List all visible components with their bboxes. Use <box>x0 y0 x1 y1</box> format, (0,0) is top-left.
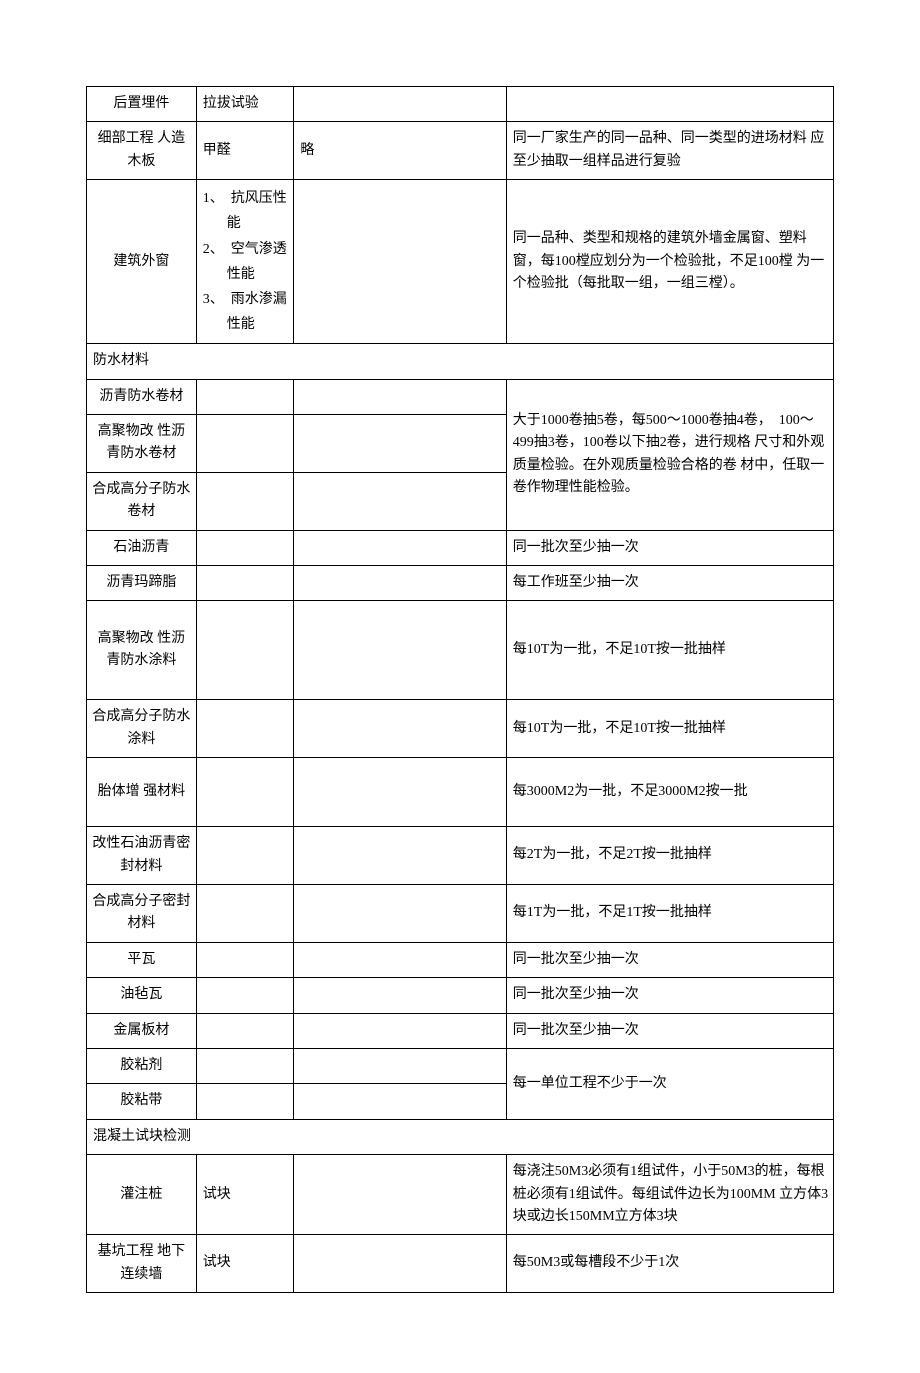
item-name: 高聚物改 性沥青防水卷材 <box>87 415 197 473</box>
test-item <box>196 700 294 758</box>
item-name: 油毡瓦 <box>87 978 197 1013</box>
requirement: 每工作班至少抽一次 <box>506 566 833 601</box>
requirement: 每浇注50M3必须有1组试件，小于50M3的桩，每根桩必须有1组试件。每组试件边… <box>506 1155 833 1235</box>
test-item <box>196 379 294 414</box>
spec-table: 后置埋件拉拔试验细部工程 人造木板甲醛略同一厂家生产的同一品种、同一类型的进场材… <box>86 86 834 1293</box>
col3: 略 <box>294 122 506 180</box>
requirement: 每2T为一批，不足2T按一批抽样 <box>506 827 833 885</box>
test-item <box>196 1048 294 1083</box>
section-header: 防水材料 <box>87 344 834 379</box>
test-item <box>196 1084 294 1119</box>
requirement: 大于1000卷抽5卷，每500〜1000卷抽4卷， 100〜499抽3卷，100… <box>506 379 833 530</box>
item-name: 合成高分子密封 材料 <box>87 884 197 942</box>
requirement: 同一品种、类型和规格的建筑外墙金属窗、塑料 窗，每100樘应划分为一个检验批，不… <box>506 180 833 344</box>
item-name: 石油沥青 <box>87 530 197 565</box>
item-name: 建筑外窗 <box>87 180 197 344</box>
test-item <box>196 758 294 827</box>
requirement: 每10T为一批，不足10T按一批抽样 <box>506 700 833 758</box>
item-name: 胶粘带 <box>87 1084 197 1119</box>
test-item <box>196 978 294 1013</box>
requirement: 每3000M2为一批，不足3000M2按一批 <box>506 758 833 827</box>
col3 <box>294 884 506 942</box>
test-item <box>196 1013 294 1048</box>
col3 <box>294 530 506 565</box>
item-name: 基坑工程 地下连续墙 <box>87 1235 197 1293</box>
requirement: 同一厂家生产的同一品种、同一类型的进场材料 应至少抽取一组样品进行复验 <box>506 122 833 180</box>
requirement: 每1T为一批，不足1T按一批抽样 <box>506 884 833 942</box>
col3 <box>294 1048 506 1083</box>
item-name: 后置埋件 <box>87 87 197 122</box>
item-name: 胎体增 强材料 <box>87 758 197 827</box>
item-name: 沥青防水卷材 <box>87 379 197 414</box>
col3 <box>294 472 506 530</box>
requirement: 每50M3或每槽段不少于1次 <box>506 1235 833 1293</box>
col3 <box>294 700 506 758</box>
item-name: 改性石油沥青密 封材料 <box>87 827 197 885</box>
requirement: 同一批次至少抽一次 <box>506 530 833 565</box>
test-item <box>196 415 294 473</box>
test-item <box>196 884 294 942</box>
item-name: 合成高分子防水 卷材 <box>87 472 197 530</box>
col3 <box>294 601 506 700</box>
test-item: 试块 <box>196 1155 294 1235</box>
col3 <box>294 87 506 122</box>
col3 <box>294 758 506 827</box>
item-name: 胶粘剂 <box>87 1048 197 1083</box>
col3 <box>294 379 506 414</box>
col3 <box>294 978 506 1013</box>
requirement: 每一单位工程不少于一次 <box>506 1048 833 1119</box>
test-item: 试块 <box>196 1235 294 1293</box>
col3 <box>294 415 506 473</box>
test-item <box>196 530 294 565</box>
requirement: 同一批次至少抽一次 <box>506 1013 833 1048</box>
col3 <box>294 827 506 885</box>
test-item <box>196 601 294 700</box>
test-item <box>196 827 294 885</box>
test-item <box>196 472 294 530</box>
item-name: 沥青玛蹄脂 <box>87 566 197 601</box>
requirement: 同一批次至少抽一次 <box>506 978 833 1013</box>
item-name: 合成高分子防水 涂料 <box>87 700 197 758</box>
item-name: 高聚物改 性沥青防水涂料 <box>87 601 197 700</box>
col3 <box>294 942 506 977</box>
col3 <box>294 566 506 601</box>
col3 <box>294 1084 506 1119</box>
item-name: 细部工程 人造木板 <box>87 122 197 180</box>
requirement: 每10T为一批，不足10T按一批抽样 <box>506 601 833 700</box>
test-item: 甲醛 <box>196 122 294 180</box>
test-item: 拉拔试验 <box>196 87 294 122</box>
item-name: 平瓦 <box>87 942 197 977</box>
requirement: 同一批次至少抽一次 <box>506 942 833 977</box>
col3 <box>294 180 506 344</box>
test-item <box>196 566 294 601</box>
col3 <box>294 1013 506 1048</box>
item-name: 金属板材 <box>87 1013 197 1048</box>
col3 <box>294 1155 506 1235</box>
test-item: 1、 抗风压性能2、 空气渗透性能3、 雨水渗漏性能 <box>196 180 294 344</box>
item-name: 灌注桩 <box>87 1155 197 1235</box>
requirement <box>506 87 833 122</box>
section-header: 混凝土试块检测 <box>87 1119 834 1154</box>
col3 <box>294 1235 506 1293</box>
test-item <box>196 942 294 977</box>
